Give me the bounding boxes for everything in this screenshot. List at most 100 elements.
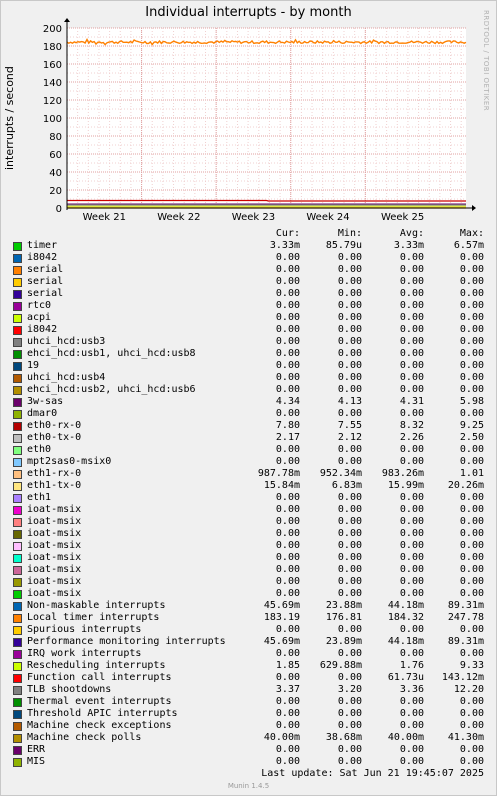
value-max: 0.00: [459, 444, 484, 455]
y-tick-label: 200: [43, 24, 62, 35]
series-label: Thermal event interrupts: [27, 696, 172, 707]
series-color-swatch: [13, 482, 22, 491]
value-min: 0.00: [337, 456, 362, 467]
legend-row: Spurious interrupts 0.00 0.00 0.00 0.00: [10, 624, 488, 636]
value-min: 0.00: [337, 744, 362, 755]
series-label: eth1-rx-0: [27, 468, 82, 479]
value-min: 0.00: [337, 516, 362, 527]
value-cur: 3.37: [275, 684, 300, 695]
series-color-swatch: [13, 734, 22, 743]
value-max: 0.00: [459, 756, 484, 767]
value-avg: 0.00: [399, 372, 424, 383]
series-label: uhci_hcd:usb3: [27, 336, 106, 347]
value-max: 2.50: [459, 432, 484, 443]
series-color-swatch: [13, 266, 22, 275]
value-cur: 0.00: [275, 252, 300, 263]
value-cur: 0.00: [275, 456, 300, 467]
series-color-swatch: [13, 554, 22, 563]
value-max: 0.00: [459, 552, 484, 563]
value-cur: 0.00: [275, 264, 300, 275]
value-avg: 44.18m: [387, 636, 424, 647]
y-tick-label: 20: [49, 186, 62, 197]
legend-row: TLB shootdowns 3.37 3.20 3.36 12.20: [10, 684, 488, 696]
legend-row: Rescheduling interrupts 1.85 629.88m 1.76 9.…: [10, 660, 488, 672]
series-color-swatch: [13, 338, 22, 347]
value-min: 0.00: [337, 528, 362, 539]
legend-row: ehci_hcd:usb2, uhci_hcd:usb6 0.00 0.00 0.00…: [10, 384, 488, 396]
value-min: 0.00: [337, 372, 362, 383]
y-tick-label: 160: [43, 60, 62, 71]
value-max: 41.30m: [447, 732, 484, 743]
y-tick-label: 100: [43, 114, 62, 125]
value-cur: 0.00: [275, 492, 300, 503]
series-label: ehci_hcd:usb1, uhci_hcd:usb8: [27, 348, 196, 359]
value-cur: 0.00: [275, 276, 300, 287]
series-label: ioat-msix: [27, 588, 82, 599]
series-color-swatch: [13, 458, 22, 467]
series-color-swatch: [13, 326, 22, 335]
value-min: 0.00: [337, 696, 362, 707]
value-min: 85.79u: [325, 240, 362, 251]
series-label: Machine check polls: [27, 732, 142, 743]
legend-row: ioat-msix 0.00 0.00 0.00 0.00: [10, 504, 488, 516]
value-avg: 0.00: [399, 516, 424, 527]
legend-row: i8042 0.00 0.00 0.00 0.00: [10, 252, 488, 264]
value-avg: 0.00: [399, 720, 424, 731]
value-cur: 0.00: [275, 720, 300, 731]
value-avg: 2.26: [399, 432, 424, 443]
value-max: 0.00: [459, 360, 484, 371]
value-max: 0.00: [459, 276, 484, 287]
series-color-swatch: [13, 314, 22, 323]
value-cur: 0.00: [275, 288, 300, 299]
legend-row: ioat-msix 0.00 0.00 0.00 0.00: [10, 528, 488, 540]
series-color-swatch: [13, 542, 22, 551]
series-color-swatch: [13, 578, 22, 587]
series-color-swatch: [13, 374, 22, 383]
series-color-swatch: [13, 362, 22, 371]
value-avg: 0.00: [399, 744, 424, 755]
y-tick-label: 140: [43, 78, 62, 89]
value-max: 247.78: [447, 612, 484, 623]
series-color-swatch: [13, 746, 22, 755]
value-min: 0.00: [337, 540, 362, 551]
legend-row: Non-maskable interrupts 45.69m 23.88m 44.18…: [10, 600, 488, 612]
value-cur: 987.78m: [257, 468, 300, 479]
chart-canvas: 0 20 40 60 80 100 120 140 160 180 200 Week 21 Week 2…: [43, 18, 476, 223]
value-max: 12.20: [453, 684, 484, 695]
value-avg: 4.31: [399, 396, 424, 407]
series-label: dmar0: [27, 408, 58, 419]
value-min: 0.00: [337, 588, 362, 599]
value-avg: 61.73u: [387, 672, 424, 683]
series-color-swatch: [13, 422, 22, 431]
series-label: TLB shootdowns: [27, 684, 112, 695]
series-color-swatch: [13, 710, 22, 719]
series-color-swatch: [13, 470, 22, 479]
series-color-swatch: [13, 590, 22, 599]
value-avg: 0.00: [399, 360, 424, 371]
value-max: 0.00: [459, 300, 484, 311]
value-cur: 4.34: [275, 396, 300, 407]
y-tick-label: 120: [43, 96, 62, 107]
value-cur: 3.33m: [269, 240, 300, 251]
value-avg: 0.00: [399, 540, 424, 551]
series-label: IRQ work interrupts: [27, 648, 142, 659]
legend-header: Cur: Min: Avg: Max:: [10, 228, 488, 240]
series-label: Function call interrupts: [27, 672, 172, 683]
value-min: 0.00: [337, 444, 362, 455]
series-label: timer: [27, 240, 58, 251]
series-color-swatch: [13, 290, 22, 299]
value-max: 20.26m: [447, 480, 484, 491]
series-color-swatch: [13, 446, 22, 455]
series-color-swatch: [13, 650, 22, 659]
x-tick-label: Week 25: [381, 212, 424, 223]
value-cur: 0.00: [275, 624, 300, 635]
legend-row: ioat-msix 0.00 0.00 0.00 0.00: [10, 540, 488, 552]
legend-row: ehci_hcd:usb1, uhci_hcd:usb8 0.00 0.00 0.00…: [10, 348, 488, 360]
value-max: 0.00: [459, 288, 484, 299]
value-avg: 0.00: [399, 408, 424, 419]
series-line: [66, 37, 467, 46]
value-max: 0.00: [459, 504, 484, 515]
value-max: 0.00: [459, 528, 484, 539]
series-label: 3w-sas: [27, 396, 64, 407]
value-avg: 0.00: [399, 624, 424, 635]
